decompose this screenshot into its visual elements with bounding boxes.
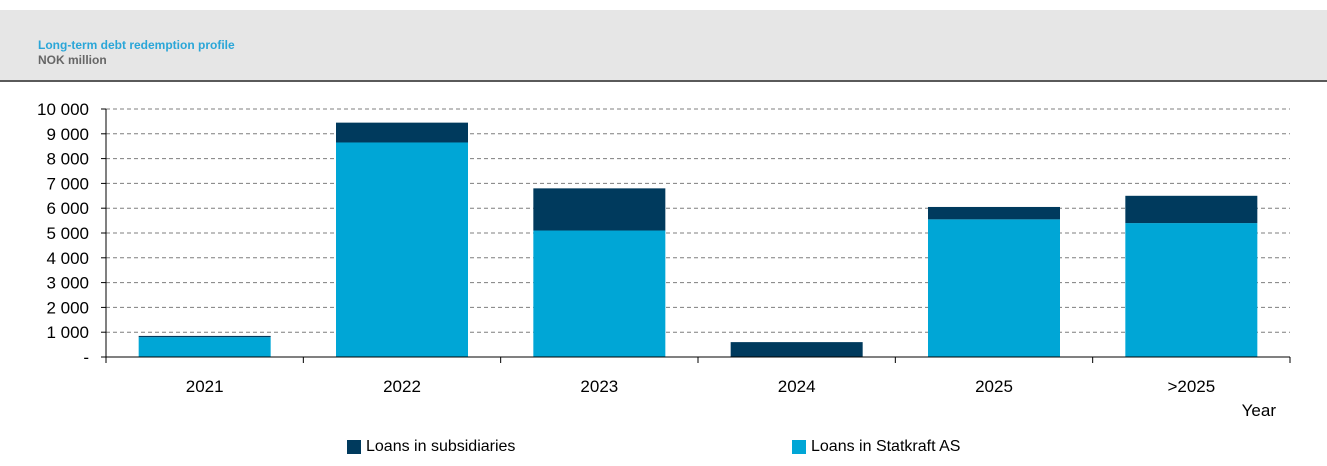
legend-label-subsidiaries: Loans in subsidiaries [366,438,516,455]
axes [101,108,1291,363]
x-axis-label: Year [1242,401,1277,420]
legend-swatch-subsidiaries [347,440,361,454]
x-tick-label: >2025 [1167,377,1215,396]
bar-subsidiaries [138,335,271,338]
bar-subsidiaries [336,122,468,143]
legend-item-statkraft: Loans in Statkraft AS [792,438,960,456]
y-tick-label: 2 000 [46,298,89,317]
y-tick-label: 1 000 [46,323,89,342]
legend-label-statkraft: Loans in Statkraft AS [811,438,961,455]
y-tick-labels: - 1 000 2 000 3 000 4 000 5 000 6 000 7 000 8 00… [37,100,89,367]
x-tick-label: 2025 [975,377,1013,396]
bar-statkraft [336,142,468,357]
y-tick-label: 9 000 [46,125,89,144]
y-tick-label: 10 000 [37,100,89,119]
legend-swatch-statkraft [792,440,806,454]
x-tick-label: 2022 [383,377,421,396]
bar-subsidiaries [928,206,1060,220]
bar-subsidiaries [533,188,666,231]
y-tick-label: 7 000 [46,174,89,193]
y-tick-label: 4 000 [46,249,89,268]
y-tick-label: 5 000 [46,224,89,243]
legend-item-subsidiaries: Loans in subsidiaries [347,438,515,456]
y-tick-label: 6 000 [46,199,89,218]
chart-header: Long-term debt redemption profile NOK mi… [0,10,1327,82]
x-tick-labels: 2021 2022 2023 2024 2025 >2025 [186,377,1215,396]
y-tick-label: 8 000 [46,150,89,169]
bar-statkraft [533,230,666,357]
bar-statkraft [1125,223,1258,357]
x-tick-label: 2021 [186,377,224,396]
x-tick-label: 2024 [778,377,816,396]
bar-subsidiaries [730,342,863,357]
bar-subsidiaries [1125,195,1258,224]
x-tick-label: 2023 [580,377,618,396]
bars [138,122,1258,357]
bar-statkraft [928,219,1060,357]
y-tick-label: 3 000 [46,274,89,293]
chart-subtitle: NOK million [38,53,107,67]
chart-title: Long-term debt redemption profile [38,38,235,52]
bar-statkraft [138,337,271,357]
y-tick-label: - [83,348,89,367]
grid-lines [106,108,1290,333]
